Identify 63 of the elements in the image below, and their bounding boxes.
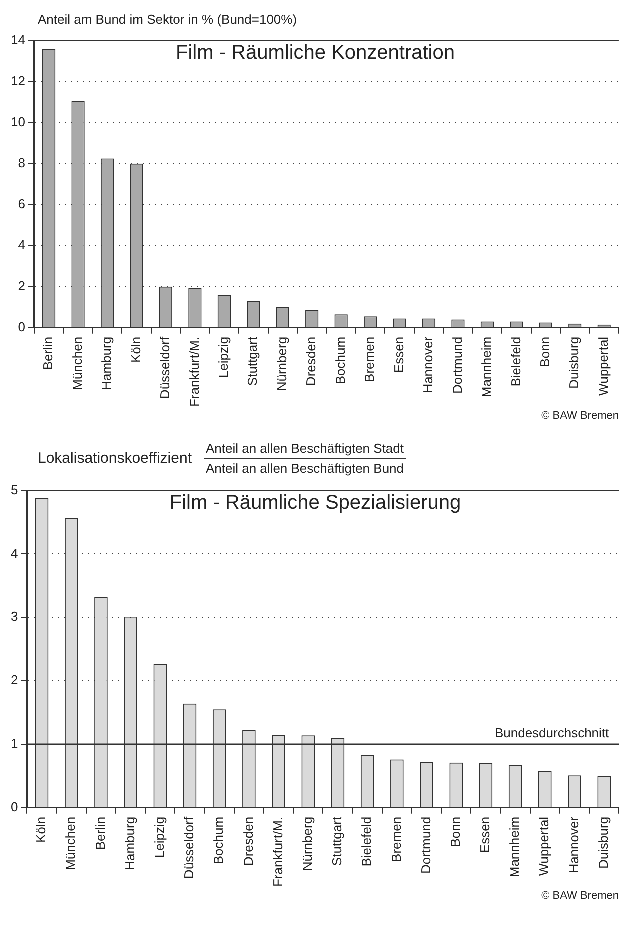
y-tick-label: 4: [18, 237, 26, 252]
x-tick-label: Dortmund: [450, 336, 465, 394]
y-tick-label: 12: [10, 73, 26, 88]
x-tick-label: Nürnberg: [300, 816, 315, 872]
y-tick-label: 5: [10, 482, 18, 498]
x-tick-label: Bonn: [537, 336, 552, 368]
x-tick-label: Bielefeld: [359, 816, 374, 867]
x-tick-label: Frankfurt/M.: [270, 816, 286, 888]
x-tick-label: Köln: [34, 816, 49, 843]
text: Anteil an allen Beschäftigten Stadt: [204, 440, 406, 458]
y-axis-title: Lokalisationskoeffizient: [38, 450, 192, 466]
x-tick-label: Essen: [391, 336, 406, 374]
x-tick-label: Hamburg: [99, 336, 114, 390]
x-tick-label: Hamburg: [122, 816, 138, 870]
chart-title: Film - Räumliche Spezialisierung: [170, 492, 462, 514]
x-tick-label: Berlin: [92, 816, 108, 850]
x-tick-label: Hannover: [566, 816, 582, 874]
x-tick-label: Nürnberg: [274, 336, 290, 392]
x-tick-label: München: [63, 816, 78, 870]
x-tick-label: München: [70, 336, 85, 390]
y-tick-label: 6: [18, 196, 26, 212]
x-tick-label: Bremen: [388, 816, 404, 862]
y-tick-label: 1: [10, 736, 18, 752]
x-tick-label: Frankfurt/M.: [186, 336, 202, 408]
x-tick-label: Mannheim: [507, 816, 522, 878]
x-tick-label: Wuppertal: [596, 336, 611, 396]
y-tick-label: 10: [10, 114, 26, 130]
x-tick-label: Wuppertal: [536, 816, 552, 876]
x-tick-label: Bonn: [448, 816, 463, 848]
x-tick-label: Stuttgart: [245, 336, 260, 386]
y-tick-label: 4: [10, 546, 18, 561]
x-tick-label: Köln: [128, 336, 144, 363]
x-tick-label: Bochum: [211, 816, 226, 865]
y-tick-label: 2: [18, 278, 26, 294]
y-tick-label: 14: [10, 32, 26, 48]
ref-line-label: Bundesdurchschnitt: [494, 726, 610, 741]
x-tick-label: Bielefeld: [508, 336, 524, 387]
x-tick-label: Stuttgart: [330, 816, 345, 866]
x-tick-label: Leipzig: [216, 336, 231, 378]
y-tick-label: 0: [10, 800, 18, 815]
x-tick-label: Düsseldorf: [182, 816, 197, 880]
x-tick-label: Dresden: [240, 816, 256, 866]
x-tick-label: Leipzig: [152, 816, 167, 858]
x-tick-label: Duisburg: [596, 816, 611, 869]
x-tick-label: Essen: [478, 816, 493, 854]
x-tick-label: Dortmund: [418, 816, 434, 874]
text: © BAW Bremen: [540, 410, 620, 422]
y-axis-title: Anteil am Bund im Sektor in % (Bund=100%): [38, 12, 298, 26]
x-tick-label: Duisburg: [566, 336, 582, 389]
text: Anteil an allen Beschäftigten Bund: [206, 460, 404, 476]
y-tick-label: 2: [10, 672, 18, 688]
x-tick-label: Düsseldorf: [158, 336, 173, 400]
chart-title: Film - Räumliche Konzentration: [176, 42, 455, 64]
x-tick-label: Dresden: [304, 336, 319, 386]
x-tick-label: Bremen: [362, 336, 378, 382]
x-tick-label: Hannover: [420, 336, 436, 394]
x-tick-label: Bochum: [332, 336, 348, 385]
x-tick-label: Mannheim: [479, 336, 494, 398]
y-tick-label: 8: [18, 155, 26, 170]
y-tick-label: 3: [10, 609, 18, 624]
y-tick-label: 0: [18, 320, 26, 335]
text: © BAW Bremen: [540, 890, 620, 902]
x-tick-label: Berlin: [40, 336, 56, 370]
